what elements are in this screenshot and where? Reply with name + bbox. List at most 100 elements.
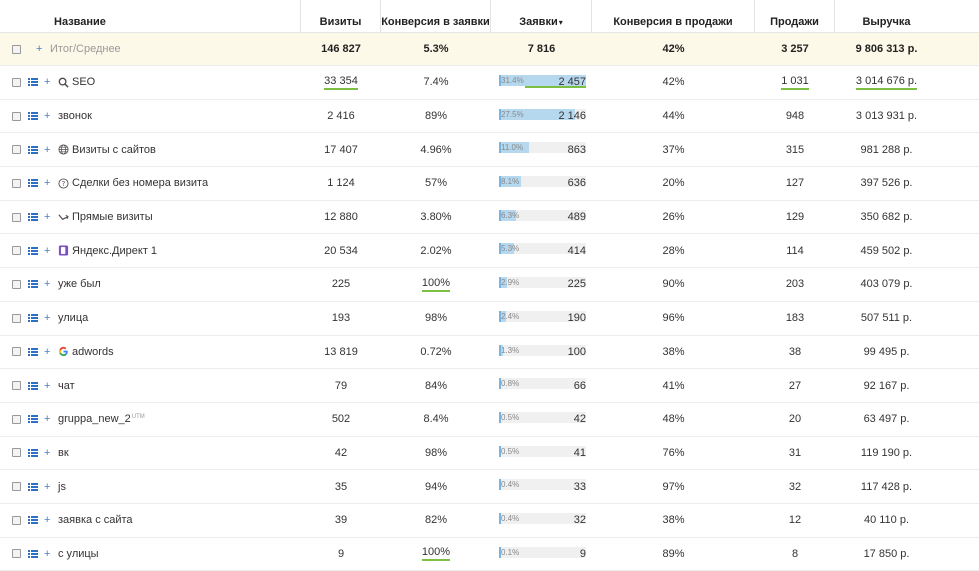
list-icon[interactable] xyxy=(28,179,38,188)
row-checkbox[interactable] xyxy=(12,549,21,559)
list-icon[interactable] xyxy=(28,145,38,154)
expand-plus-icon[interactable]: + xyxy=(44,413,51,426)
row-conv-requests: 98% xyxy=(424,312,448,325)
row-checkbox[interactable] xyxy=(12,313,21,323)
total-row: + Итог/Среднее 146 827 5.3% 7 816 42% 3 … xyxy=(0,33,979,66)
requests-value: 33 xyxy=(573,480,586,493)
table-row[interactable]: + Яндекс.Директ 1 20 534 2.02% 5.3% 414 … xyxy=(0,234,979,269)
list-icon[interactable] xyxy=(28,112,38,121)
list-icon[interactable] xyxy=(28,246,38,255)
list-icon[interactable] xyxy=(28,516,38,525)
row-checkbox[interactable] xyxy=(12,246,21,256)
table-row[interactable]: + уже был 225 100% 2.9% 225 90% 203 403 … xyxy=(0,268,979,302)
list-icon[interactable] xyxy=(28,347,38,356)
table-row[interactable]: + заявка с сайта 39 82% 0.4% 32 38% 12 4… xyxy=(0,504,979,538)
row-checkbox[interactable] xyxy=(12,347,21,357)
column-header-sales[interactable]: Продажи xyxy=(755,0,835,32)
row-checkbox[interactable] xyxy=(12,381,21,391)
table-row[interactable]: + звонок 2 416 89% 27.5% 2 146 44% 948 3… xyxy=(0,100,979,134)
table-row[interactable]: + ? Сделки без номера визита 1 124 57% 8… xyxy=(0,167,979,201)
table-row[interactable]: + adwords 13 819 0.72% 1.3% 100 38% 38 9… xyxy=(0,336,979,370)
row-checkbox[interactable] xyxy=(12,482,21,492)
list-icon[interactable] xyxy=(28,448,38,457)
row-conv-requests: 89% xyxy=(424,110,448,123)
requests-value: 636 xyxy=(567,177,586,190)
list-icon[interactable] xyxy=(28,381,38,390)
expand-plus-icon[interactable]: + xyxy=(44,177,51,190)
expand-plus-icon[interactable]: + xyxy=(44,76,51,89)
list-icon[interactable] xyxy=(28,78,38,87)
row-checkbox[interactable] xyxy=(12,145,21,155)
expand-plus-icon[interactable]: + xyxy=(44,514,51,527)
expand-plus-icon[interactable]: + xyxy=(36,43,43,55)
table-row[interactable]: + SEO 33 354 7.4% 31.4% 2 457 42% 1 031 … xyxy=(0,66,979,100)
requests-value: 2 457 xyxy=(558,76,586,89)
expand-plus-icon[interactable]: + xyxy=(44,547,51,560)
row-checkbox[interactable] xyxy=(12,448,21,458)
row-name[interactable]: вк xyxy=(58,446,69,459)
list-icon[interactable] xyxy=(28,213,38,222)
requests-value: 863 xyxy=(567,143,586,156)
row-checkbox[interactable] xyxy=(12,178,21,188)
table-row[interactable]: + Прямые визиты 12 880 3.80% 6.3% 489 26… xyxy=(0,201,979,235)
row-name[interactable]: gruppa_new_2UTM xyxy=(58,413,145,426)
table-row[interactable]: + js 35 94% 0.4% 33 97% 32 117 428 р. xyxy=(0,470,979,504)
row-name[interactable]: заявка с сайта xyxy=(58,514,133,527)
list-icon[interactable] xyxy=(28,482,38,491)
expand-plus-icon[interactable]: + xyxy=(44,278,51,291)
table-row[interactable]: + чат 79 84% 0.8% 66 41% 27 92 167 р. xyxy=(0,369,979,403)
expand-plus-icon[interactable]: + xyxy=(44,379,51,392)
table-row[interactable]: + вк 42 98% 0.5% 41 76% 31 119 190 р. xyxy=(0,437,979,471)
total-checkbox[interactable] xyxy=(12,44,21,54)
column-header-revenue[interactable]: Выручка xyxy=(862,16,911,28)
row-name[interactable]: с улицы xyxy=(58,547,99,560)
share-percent: 6.3% xyxy=(501,210,520,220)
row-name[interactable]: уже был xyxy=(58,278,101,291)
list-icon[interactable] xyxy=(28,415,38,424)
expand-plus-icon[interactable]: + xyxy=(44,110,51,123)
expand-plus-icon[interactable]: + xyxy=(44,211,51,224)
share-percent: 0.1% xyxy=(501,547,520,557)
row-sales: 129 xyxy=(785,211,805,224)
row-name[interactable]: Визиты с сайтов xyxy=(72,143,156,156)
row-name[interactable]: звонок xyxy=(58,110,92,123)
column-header-visits[interactable]: Визиты xyxy=(301,0,381,32)
row-sales: 27 xyxy=(788,379,802,392)
row-checkbox[interactable] xyxy=(12,414,21,424)
expand-plus-icon[interactable]: + xyxy=(44,446,51,459)
table-row[interactable]: + улица 193 98% 2.4% 190 96% 183 507 511… xyxy=(0,302,979,336)
expand-plus-icon[interactable]: + xyxy=(44,244,51,257)
row-name[interactable]: улица xyxy=(58,312,89,325)
expand-plus-icon[interactable]: + xyxy=(44,480,51,493)
table-row[interactable]: + Визиты с сайтов 17 407 4.96% 11.0% 863… xyxy=(0,133,979,168)
row-name[interactable]: adwords xyxy=(72,345,114,358)
row-name[interactable]: Сделки без номера визита xyxy=(72,177,209,190)
row-checkbox[interactable] xyxy=(12,279,21,289)
row-sales: 31 xyxy=(788,446,802,459)
column-header-conv-sales[interactable]: Конверсия в продажи xyxy=(592,0,755,32)
row-name[interactable]: чат xyxy=(58,379,75,392)
row-name[interactable]: Яндекс.Директ 1 xyxy=(72,244,158,257)
row-name[interactable]: js xyxy=(58,480,66,493)
row-conv-sales: 96% xyxy=(662,312,685,325)
list-icon[interactable] xyxy=(28,280,38,289)
column-header-name[interactable]: Название xyxy=(0,0,301,32)
column-header-requests[interactable]: Заявки▾ xyxy=(491,0,592,32)
expand-plus-icon[interactable]: + xyxy=(44,143,51,156)
expand-plus-icon[interactable]: + xyxy=(44,312,51,325)
row-name[interactable]: Прямые визиты xyxy=(72,211,153,224)
row-checkbox[interactable] xyxy=(12,111,21,121)
table-row[interactable]: + gruppa_new_2UTM 502 8.4% 0.5% 42 48% 2… xyxy=(0,403,979,437)
row-name[interactable]: SEO xyxy=(72,76,96,89)
column-header-conv-requests[interactable]: Конверсия в заявки xyxy=(381,0,491,32)
globe-icon xyxy=(58,144,69,155)
expand-plus-icon[interactable]: + xyxy=(44,345,51,358)
share-bar-track xyxy=(499,142,586,154)
row-checkbox[interactable] xyxy=(12,212,21,222)
row-checkbox[interactable] xyxy=(12,77,21,87)
table-row[interactable]: + с улицы 9 100% 0.1% 9 89% 8 17 850 р. xyxy=(0,538,979,571)
row-checkbox[interactable] xyxy=(12,515,21,525)
share-bar-fill xyxy=(499,344,503,356)
list-icon[interactable] xyxy=(28,314,38,323)
